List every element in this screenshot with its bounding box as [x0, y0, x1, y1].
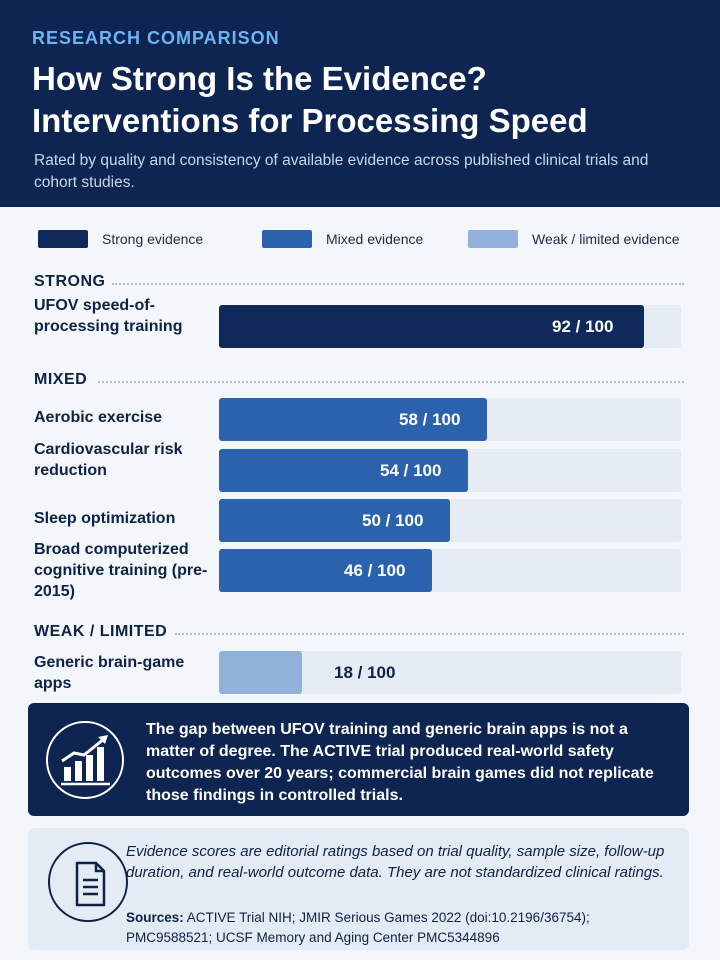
document-icon [48, 842, 128, 922]
kicker: RESEARCH COMPARISON [32, 28, 280, 48]
bar-fill [219, 398, 487, 441]
bar-label: Broad computerized cognitive training (p… [34, 541, 208, 600]
bar-fill [219, 305, 644, 348]
bar-track: 50 / 100 [219, 499, 681, 542]
methodology-text: Evidence scores are editorial ratings ba… [126, 843, 665, 881]
legend-label-mixed: Mixed evidence [326, 231, 424, 247]
bar-label: Generic brain-game apps [34, 653, 185, 692]
callout-text: The gap between UFOV training and generi… [146, 721, 654, 804]
header-banner: RESEARCH COMPARISON How Strong Is the Ev… [0, 0, 720, 207]
bar-track: 58 / 100 [219, 398, 681, 441]
bar-value-label: 54 / 100 [380, 461, 442, 480]
key-insight-callout: The gap between UFOV training and generi… [28, 703, 689, 816]
bar-value-label: 92 / 100 [552, 317, 614, 336]
sources-list: ACTIVE Trial NIH; JMIR Serious Games 202… [126, 910, 590, 945]
bar-label: Aerobic exercise [34, 409, 163, 426]
bar-value-label: 58 / 100 [399, 410, 461, 429]
section-divider-mixed [98, 381, 684, 383]
page-title: How Strong Is the Evidence? Intervention… [32, 60, 588, 139]
bar-track: 46 / 100 [219, 549, 681, 592]
trend-chart-icon [46, 721, 124, 799]
legend-item-mixed: Mixed evidence [262, 229, 423, 249]
legend-item-weak: Weak / limited evidence [468, 229, 680, 249]
sources-text: Sources: ACTIVE Trial NIH; JMIR Serious … [126, 908, 671, 948]
bar-track: 92 / 100 [219, 305, 681, 348]
bar-value-label: 50 / 100 [362, 511, 424, 530]
bar-fill [219, 549, 432, 592]
section-divider-strong [112, 283, 684, 285]
bar-fill [219, 449, 468, 492]
legend-swatch-weak [468, 230, 518, 248]
bar-label: UFOV speed-of-processing training [34, 297, 183, 335]
bar-label: Sleep optimization [34, 510, 176, 527]
legend-label-strong: Strong evidence [102, 231, 204, 247]
section-title-weak: WEAK / LIMITED [34, 623, 168, 640]
sources-label: Sources: [126, 910, 184, 925]
legend-label-weak: Weak / limited evidence [532, 231, 680, 247]
section-title-mixed: MIXED [34, 371, 88, 388]
methodology-note: Evidence scores are editorial ratings ba… [28, 828, 689, 950]
bar-track: 18 / 100 [219, 651, 681, 694]
page-subtitle: Rated by quality and consistency of avai… [34, 152, 649, 191]
legend-swatch-strong [38, 230, 88, 248]
legend-swatch-mixed [262, 230, 312, 248]
bar-value-label: 18 / 100 [334, 663, 396, 682]
section-title-strong: STRONG [34, 273, 106, 290]
bar-label: Cardiovascular risk reduction [34, 441, 183, 479]
section-divider-weak [175, 633, 684, 635]
bar-fill [219, 651, 302, 694]
bar-track: 54 / 100 [219, 449, 681, 492]
bar-value-label: 46 / 100 [344, 561, 406, 580]
legend-item-strong: Strong evidence [38, 229, 203, 249]
bar-fill [219, 499, 450, 542]
